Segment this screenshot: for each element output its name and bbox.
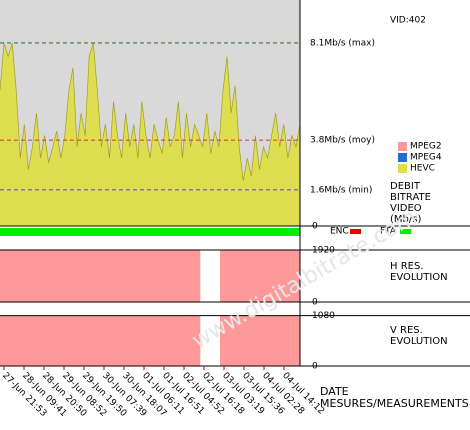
bar xyxy=(0,315,11,366)
bar xyxy=(40,250,51,302)
bar xyxy=(110,250,121,302)
bar xyxy=(110,315,121,366)
bar xyxy=(130,250,141,302)
bar xyxy=(290,250,301,302)
bar xyxy=(100,315,111,366)
bar xyxy=(90,250,101,302)
area-line xyxy=(0,42,301,181)
bar xyxy=(220,315,231,366)
legend-swatch xyxy=(398,142,407,151)
bar xyxy=(150,315,161,366)
enc-indicator xyxy=(350,229,361,234)
panel-title: BITRATE xyxy=(390,192,431,203)
bar xyxy=(20,315,31,366)
bar xyxy=(230,315,241,366)
fta-label: FTA xyxy=(380,227,397,237)
bar xyxy=(70,315,81,366)
bar xyxy=(230,250,241,302)
bar xyxy=(60,250,71,302)
enc-label: ENC xyxy=(330,227,349,237)
bar xyxy=(240,315,251,366)
bar xyxy=(50,250,61,302)
y-tick-label: 1080 xyxy=(312,311,335,321)
bar xyxy=(260,250,271,302)
bar xyxy=(290,315,301,366)
area-fill xyxy=(0,42,300,226)
bar xyxy=(80,250,91,302)
bar xyxy=(270,250,281,302)
bar xyxy=(30,315,41,366)
panel-title: V RES. xyxy=(390,325,423,336)
bar xyxy=(250,250,261,302)
bar xyxy=(190,315,201,366)
bar xyxy=(140,250,151,302)
bar xyxy=(0,250,11,302)
legend-swatch xyxy=(398,164,407,173)
panel-title: VIDEO xyxy=(390,203,422,214)
legend-label: MPEG4 xyxy=(410,153,442,163)
bar xyxy=(250,315,261,366)
bar xyxy=(280,315,291,366)
panel-title: (Mb/s) xyxy=(390,214,421,225)
y-tick-label: 1920 xyxy=(312,246,335,256)
bar xyxy=(170,315,181,366)
bar xyxy=(60,315,71,366)
bar xyxy=(150,250,161,302)
vid-label: VID:402 xyxy=(390,16,426,26)
panel-title: DEBIT xyxy=(390,181,421,192)
bar xyxy=(270,315,281,366)
legend-swatch xyxy=(398,153,407,162)
bar xyxy=(20,250,31,302)
bar xyxy=(10,315,21,366)
bar xyxy=(90,315,101,366)
bar xyxy=(30,250,41,302)
panel-title: EVOLUTION xyxy=(390,272,448,283)
legend-label: HEVC xyxy=(410,164,435,174)
reference-label: 1.6Mb/s (min) xyxy=(310,185,372,195)
y-tick-label: 0 xyxy=(312,362,318,372)
bar xyxy=(160,315,171,366)
reference-label: 3.8Mb/s (moy) xyxy=(310,136,375,146)
bar xyxy=(240,250,251,302)
bar xyxy=(220,250,231,302)
bar xyxy=(40,315,51,366)
bar xyxy=(100,250,111,302)
legend-label: MPEG2 xyxy=(410,142,442,152)
y-tick-label: 0 xyxy=(312,298,318,308)
bar xyxy=(280,250,291,302)
bar xyxy=(170,250,181,302)
y-tick-label: 0 xyxy=(312,222,318,232)
bar xyxy=(260,315,271,366)
x-axis-label: MESURES/MEASUREMENTS xyxy=(320,397,469,410)
panel-title: EVOLUTION xyxy=(390,336,448,347)
bar xyxy=(130,315,141,366)
bar xyxy=(160,250,171,302)
bar xyxy=(70,250,81,302)
bar xyxy=(120,250,131,302)
reference-label: 8.1Mb/s (max) xyxy=(310,38,375,48)
panel-title: H RES. xyxy=(390,261,424,272)
x-axis-label: DATE xyxy=(320,385,349,398)
bar xyxy=(140,315,151,366)
bar xyxy=(180,250,191,302)
bar xyxy=(10,250,21,302)
bar xyxy=(50,315,61,366)
bar xyxy=(80,315,91,366)
bar xyxy=(180,315,191,366)
bar xyxy=(120,315,131,366)
status-bar xyxy=(0,228,300,236)
bar xyxy=(190,250,201,302)
fta-indicator xyxy=(400,229,411,234)
